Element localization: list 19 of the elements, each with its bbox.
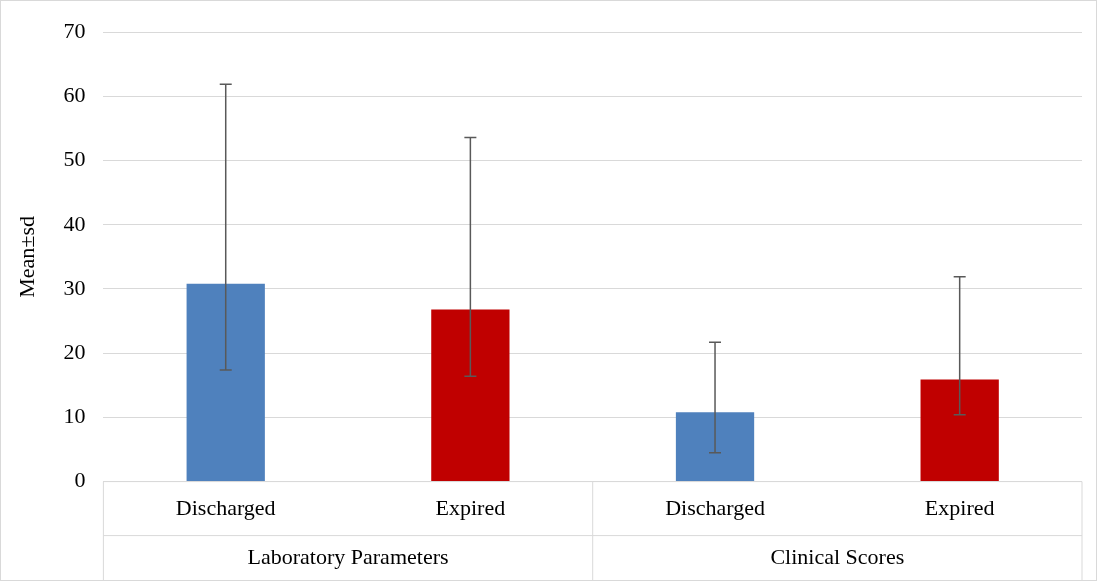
y-tick-label: 40 [63,210,86,236]
y-tick-label: 20 [63,338,86,364]
bar [431,309,510,482]
text: Clinical Scores [770,544,905,570]
y-tick-label: 30 [63,274,86,300]
x-tick-label: Discharged [175,494,276,520]
x-tick-label: Discharged [665,494,765,520]
bar [186,283,265,482]
y-tick-label: 70 [63,17,86,43]
y-tick-label: 60 [63,82,86,108]
bar [675,412,755,482]
y-tick-label: 10 [63,403,86,429]
bar [920,379,999,482]
x-tick-label: Expired [924,494,995,520]
text: Laboratory Parameters [247,544,449,570]
x-tick-label: Expired [435,494,506,520]
y-axis-title: Mean±sd [13,216,39,298]
y-tick-label: 0 [74,467,86,493]
y-tick-label: 50 [63,146,86,172]
